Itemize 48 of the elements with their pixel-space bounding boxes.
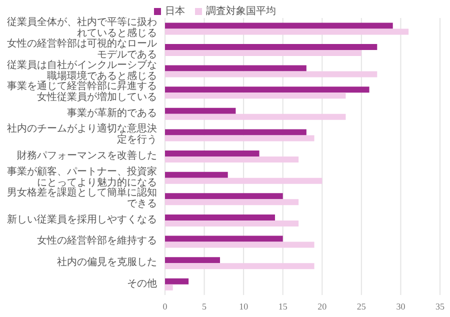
y-tick-label: 社内の偏見を克服した <box>57 256 157 268</box>
legend-label: 日本 <box>165 6 185 17</box>
bar <box>165 257 220 264</box>
x-tick-label: 25 <box>356 301 366 312</box>
bar <box>165 172 228 178</box>
x-tick-label: 15 <box>278 301 288 312</box>
bar <box>165 86 370 93</box>
bar <box>165 278 189 284</box>
bar <box>165 44 378 50</box>
x-tick-label: 35 <box>436 301 445 312</box>
bar <box>165 193 283 200</box>
x-tick-label: 0 <box>162 301 168 312</box>
bar <box>165 50 362 56</box>
y-tick-label: 男女格差を課題として簡単に認知できる <box>7 186 157 210</box>
bar <box>165 150 260 157</box>
bar <box>165 263 314 270</box>
bar <box>165 135 314 142</box>
bar <box>165 65 306 72</box>
y-tick-label: 事業が顧客、パートナー、投資家にとってより魅力的になる <box>7 166 157 189</box>
x-tick-label: 20 <box>318 301 328 312</box>
bar <box>165 156 299 163</box>
bar <box>165 220 299 226</box>
y-tick-label: 事業を通じて経営幹部に昇進する女性従業員が増加している <box>7 80 157 104</box>
bar <box>165 92 346 99</box>
y-tick-label: その他 <box>127 278 157 290</box>
y-tick-label: 社内のチームがより適切な意思決定を行う <box>7 122 157 146</box>
bar <box>165 199 299 206</box>
y-tick-label: 女性の経営幹部は可視的なロールモデルである <box>7 38 157 61</box>
bar <box>165 28 409 35</box>
x-tick-label: 10 <box>239 301 249 312</box>
bar <box>165 114 346 120</box>
bar <box>165 71 378 78</box>
x-tick-label: 5 <box>202 301 208 312</box>
y-tick-label: 従業員全体が、社内で平等に扱われていると感じる <box>7 16 157 40</box>
y-tick-label: 財務パフォーマンスを改善した <box>17 150 157 162</box>
y-tick-label: 新しい従業員を採用しやすくなる <box>7 214 157 226</box>
bar <box>165 236 283 242</box>
bar <box>165 242 314 248</box>
y-tick-label: 事業が革新的である <box>67 107 157 120</box>
bar <box>165 284 173 290</box>
bar <box>165 129 306 136</box>
y-tick-label: 女性の経営幹部を維持する <box>37 235 157 248</box>
bar <box>165 22 393 29</box>
bar <box>165 108 236 114</box>
bar <box>165 178 322 184</box>
legend-label: 調査対象国平均 <box>206 6 276 17</box>
bar <box>165 214 275 220</box>
x-tick-label: 30 <box>396 301 406 312</box>
